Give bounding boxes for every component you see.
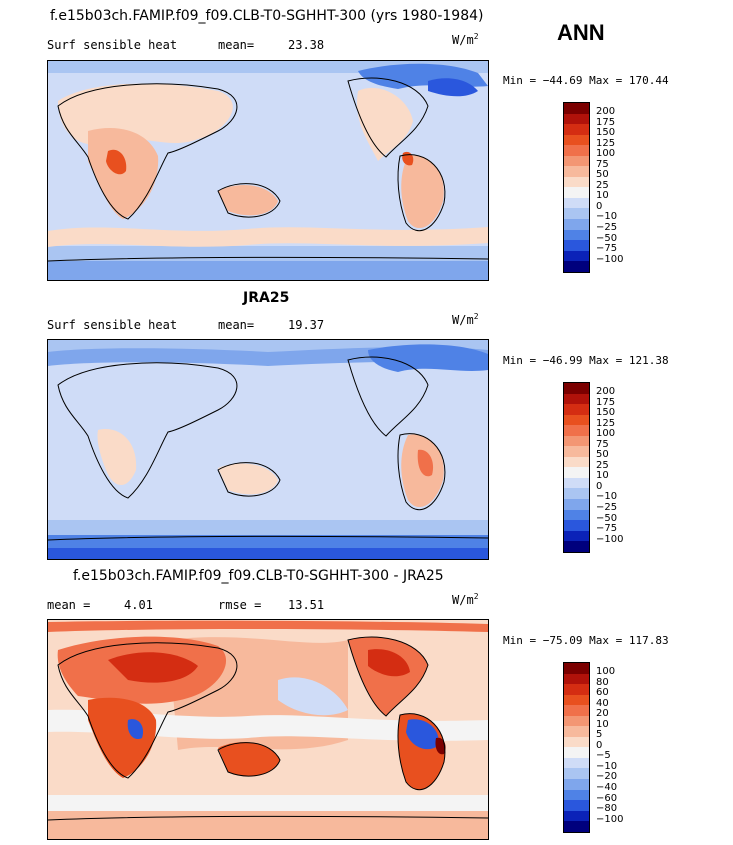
level-label: 200	[596, 106, 616, 117]
panel1-minmax: Min = −44.69 Max = 170.44	[503, 74, 669, 87]
level-label: 100	[596, 148, 616, 160]
level-label: −50	[596, 512, 618, 524]
level-label: 0	[596, 200, 603, 212]
panel2-title: JRA25	[243, 290, 290, 306]
level-label: −10	[596, 491, 618, 503]
level-label: 150	[596, 407, 616, 419]
panel2-mean-label: mean=	[218, 318, 255, 332]
level-label: −100	[596, 533, 624, 545]
panel3-rmse-label: rmse =	[218, 598, 262, 612]
panel3-colorbar	[563, 662, 590, 833]
panel3-map-svg	[48, 620, 488, 839]
level-label: −80	[596, 803, 618, 815]
level-label: 150	[596, 127, 616, 139]
level-label: −10	[596, 760, 618, 772]
level-label: −50	[596, 232, 618, 244]
panel2-variable-label: Surf sensible heat	[47, 318, 178, 332]
level-label: 25	[596, 459, 609, 471]
level-label: −20	[596, 771, 618, 783]
level-label: 125	[596, 417, 616, 429]
panel3-map	[47, 619, 489, 840]
level-label: 10	[596, 470, 609, 482]
level-label: 40	[596, 697, 609, 709]
level-label: 50	[596, 449, 609, 461]
panel1-map-svg	[48, 61, 488, 280]
level-label: 20	[596, 708, 609, 720]
level-label: 10	[596, 190, 609, 202]
season-label: ANN	[557, 20, 605, 45]
level-label: −5	[596, 750, 611, 762]
level-label: −100	[596, 813, 624, 825]
panel2-minmax: Min = −46.99 Max = 121.38	[503, 354, 669, 367]
panel2-colorbar	[563, 382, 590, 553]
level-label: 0	[596, 739, 603, 751]
panel1-units: W/m2	[452, 32, 479, 47]
level-label: 80	[596, 676, 609, 688]
level-label: 100	[596, 666, 616, 677]
panel1-variable-label: Surf sensible heat	[47, 38, 178, 52]
level-label: 10	[596, 718, 609, 730]
level-label: −25	[596, 222, 618, 234]
panel2-colorbar-labels: 200 175 150 125 100 75 50 25 10 0 −10 −2…	[596, 387, 623, 545]
level-label: 100	[596, 428, 616, 440]
panel3-title: f.e15b03ch.FAMIP.f09_f09.CLB-T0-SGHHT-30…	[73, 568, 444, 584]
level-label: 0	[596, 480, 603, 492]
panel2-units: W/m2	[452, 312, 479, 327]
level-label: −60	[596, 792, 618, 804]
level-label: −25	[596, 502, 618, 514]
panel2-map-svg	[48, 340, 488, 559]
level-label: 125	[596, 137, 616, 149]
level-label: −10	[596, 211, 618, 223]
panel1-title: f.e15b03ch.FAMIP.f09_f09.CLB-T0-SGHHT-30…	[50, 8, 484, 24]
level-label: 75	[596, 438, 609, 450]
panel3-minmax: Min = −75.09 Max = 117.83	[503, 634, 669, 647]
panel1-mean-value: 23.38	[288, 38, 325, 52]
panel1-mean-label: mean=	[218, 38, 255, 52]
level-label: 175	[596, 396, 616, 408]
level-label: −40	[596, 782, 618, 794]
panel1-map	[47, 60, 489, 281]
panel3-mean-value: 4.01	[124, 598, 153, 612]
level-label: 75	[596, 158, 609, 170]
panel2-map	[47, 339, 489, 560]
panel1-colorbar	[563, 102, 590, 273]
panel3-units: W/m2	[452, 592, 479, 607]
level-label: −100	[596, 253, 624, 265]
level-label: −75	[596, 523, 618, 535]
level-label: −75	[596, 243, 618, 255]
panel3-colorbar-labels: 100 80 60 40 20 10 5 0 −5 −10 −20 −40 −6…	[596, 667, 623, 825]
level-label: 60	[596, 687, 609, 699]
level-label: 50	[596, 169, 609, 181]
level-label: 175	[596, 116, 616, 128]
panel1-colorbar-labels: 200 175 150 125 100 75 50 25 10 0 −10 −2…	[596, 107, 623, 265]
panel3-mean-label: mean =	[47, 598, 91, 612]
panel2-mean-value: 19.37	[288, 318, 325, 332]
panel3-rmse-value: 13.51	[288, 598, 325, 612]
level-label: 200	[596, 386, 616, 397]
level-label: 5	[596, 729, 603, 741]
level-label: 25	[596, 179, 609, 191]
